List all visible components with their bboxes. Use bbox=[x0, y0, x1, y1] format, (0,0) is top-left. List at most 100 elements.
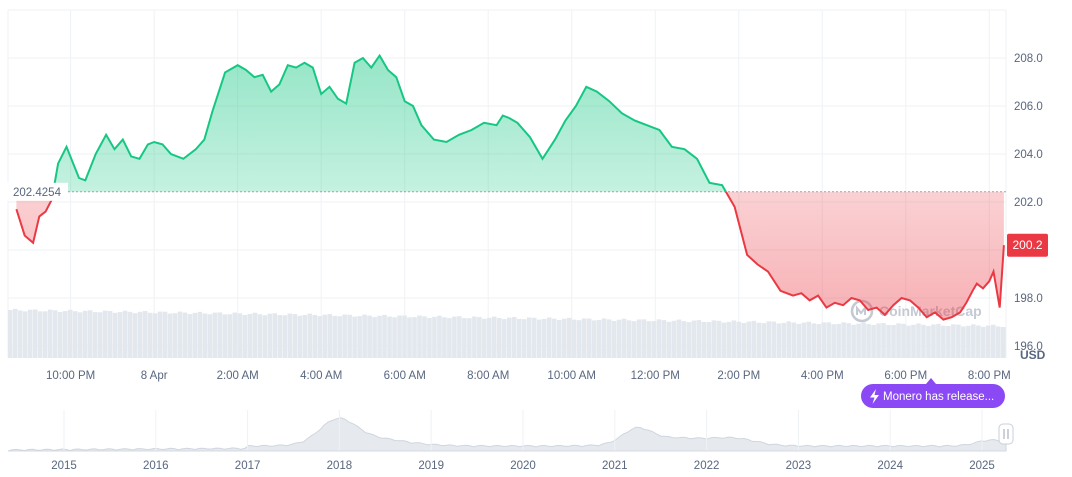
overview-year-label: 2019 bbox=[418, 460, 444, 472]
volume-bar bbox=[516, 318, 522, 358]
volume-bar bbox=[32, 309, 38, 358]
x-tick-label: 2:00 PM bbox=[717, 370, 760, 382]
volume-bar bbox=[966, 325, 971, 358]
volume-bar bbox=[362, 314, 367, 358]
volume-bar bbox=[407, 317, 412, 358]
y-tick-label: 202.0 bbox=[1014, 197, 1043, 209]
x-axis: 10:00 PM 8 Apr 2:00 AM 4:00 AM 6:00 AM 8:00 A… bbox=[46, 370, 1011, 382]
overview-navigator[interactable]: 2015 2016 2017 2018 2019 2020 2021 2022 2023 2024… bbox=[7, 410, 1014, 472]
volume-bar bbox=[447, 318, 452, 358]
volume-bar bbox=[62, 311, 68, 358]
volume-bar bbox=[946, 326, 951, 358]
volume-bar bbox=[297, 315, 303, 358]
volume-bar bbox=[631, 321, 637, 358]
volume-bar bbox=[921, 324, 926, 358]
volume-bar bbox=[811, 323, 816, 358]
volume-bar bbox=[671, 320, 677, 358]
price-area-fills bbox=[16, 55, 1004, 320]
volume-bar bbox=[27, 309, 33, 358]
volume-bar bbox=[521, 319, 527, 358]
volume-bar bbox=[796, 323, 802, 358]
volume-bar bbox=[92, 312, 98, 358]
volume-bar bbox=[571, 319, 577, 358]
volume-bar bbox=[202, 313, 208, 358]
overview-area bbox=[7, 417, 1007, 452]
volume-bar bbox=[641, 319, 647, 358]
volume-bar bbox=[826, 322, 831, 358]
volume-bar bbox=[102, 310, 108, 358]
x-tick-label: 8:00 AM bbox=[467, 370, 509, 382]
overview-year-label: 2023 bbox=[786, 460, 812, 472]
volume-bar bbox=[442, 317, 447, 358]
volume-bar bbox=[197, 311, 203, 358]
volume-bar bbox=[277, 315, 283, 358]
volume-bar bbox=[566, 317, 572, 358]
volume-bar bbox=[556, 320, 562, 358]
current-value-text: 200.2 bbox=[1012, 238, 1042, 252]
volume-bar bbox=[716, 320, 722, 358]
baseline-label-text: 202.4254 bbox=[13, 187, 62, 199]
volume-bar bbox=[711, 320, 717, 358]
volume-bar bbox=[881, 323, 886, 358]
volume-bar bbox=[382, 314, 387, 358]
volume-bar bbox=[686, 322, 692, 358]
volume-bar bbox=[786, 321, 792, 358]
volume-bar bbox=[731, 320, 737, 358]
volume-bar bbox=[976, 325, 981, 358]
overview-range-handle[interactable] bbox=[998, 423, 1014, 445]
volume-bar bbox=[656, 319, 662, 358]
overview-year-label: 2015 bbox=[51, 460, 77, 472]
volume-bar bbox=[402, 315, 407, 358]
volume-bars bbox=[8, 308, 1006, 358]
volume-bar bbox=[696, 320, 702, 358]
volume-bar bbox=[916, 323, 921, 358]
volume-bar bbox=[377, 315, 382, 358]
event-badge[interactable]: Monero has release... bbox=[861, 378, 1005, 408]
volume-bar bbox=[851, 324, 856, 358]
overview-gridlines bbox=[63, 410, 983, 451]
volume-bar bbox=[222, 314, 228, 358]
volume-bar bbox=[472, 316, 477, 358]
volume-bar bbox=[726, 321, 732, 358]
x-tick-label: 10:00 PM bbox=[46, 370, 95, 382]
y-tick-label: 198.0 bbox=[1014, 293, 1043, 305]
volume-bar bbox=[901, 323, 906, 358]
volume-bar bbox=[167, 313, 173, 358]
volume-bar bbox=[247, 313, 253, 358]
volume-bar bbox=[616, 319, 622, 358]
volume-bar bbox=[282, 315, 288, 358]
volume-bar bbox=[422, 316, 427, 358]
overview-year-label: 2018 bbox=[327, 460, 353, 472]
volume-bar bbox=[437, 315, 442, 358]
volume-bar bbox=[866, 324, 871, 358]
volume-bar bbox=[626, 320, 632, 358]
volume-bar bbox=[531, 317, 537, 358]
volume-bar bbox=[931, 324, 936, 358]
volume-bar bbox=[77, 312, 83, 358]
volume-bar bbox=[941, 325, 946, 358]
volume-bar bbox=[272, 313, 278, 358]
volume-bar bbox=[646, 321, 652, 358]
volume-bar bbox=[132, 313, 138, 358]
volume-bar bbox=[207, 314, 213, 358]
overview-year-label: 2024 bbox=[877, 460, 903, 472]
volume-bar bbox=[926, 325, 931, 358]
volume-bar bbox=[741, 323, 747, 358]
y-axis: 196.0 198.0 202.0 204.0 206.0 208.0 bbox=[1014, 53, 1043, 353]
volume-bar bbox=[636, 319, 642, 358]
volume-bar bbox=[112, 312, 118, 358]
volume-bar bbox=[681, 321, 687, 358]
volume-bar bbox=[187, 314, 193, 358]
volume-bar bbox=[561, 318, 567, 358]
volume-bar bbox=[576, 320, 582, 358]
volume-bar bbox=[397, 315, 402, 358]
volume-bar bbox=[117, 312, 123, 358]
volume-bar bbox=[911, 324, 916, 358]
volume-bar bbox=[502, 319, 507, 358]
volume-bar bbox=[821, 322, 826, 358]
volume-bar bbox=[67, 309, 73, 358]
y-tick-label: 208.0 bbox=[1014, 53, 1043, 65]
volume-bar bbox=[996, 326, 1001, 358]
volume-bar bbox=[357, 316, 362, 358]
